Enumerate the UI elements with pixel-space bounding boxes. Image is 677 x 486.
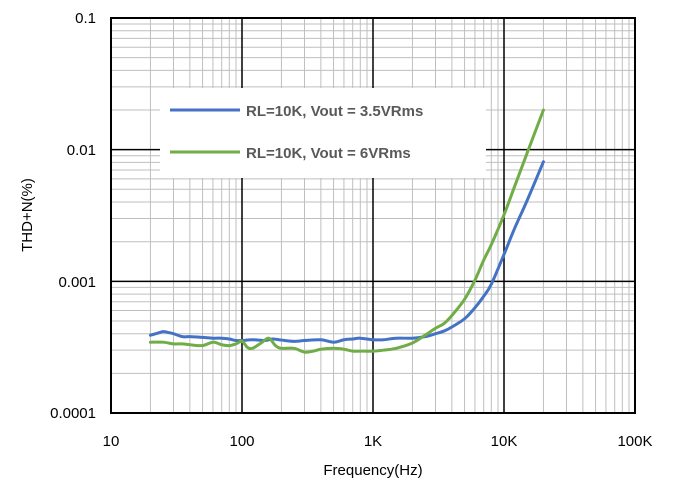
- legend: RL=10K, Vout = 3.5VRms RL=10K, Vout = 6V…: [160, 88, 486, 178]
- legend-box: [160, 88, 486, 178]
- x-tick-label: 10: [103, 433, 120, 450]
- plot-area-border: [110, 17, 636, 414]
- x-axis-tick-labels: 10 100 1K 10K 100K: [103, 433, 653, 450]
- x-tick-label: 100K: [617, 433, 652, 450]
- series-line-1: [148, 160, 545, 344]
- y-axis-title: THD+N(%): [19, 178, 36, 252]
- x-tick-label: 10K: [491, 433, 518, 450]
- y-tick-label: 0.0001: [50, 405, 96, 422]
- series-line-2: [148, 108, 545, 354]
- data-series: [148, 108, 545, 354]
- x-tick-label: 1K: [364, 433, 382, 450]
- y-axis-tick-labels: 0.0001 0.001 0.01 0.1: [50, 10, 96, 422]
- y-tick-label: 0.1: [75, 10, 96, 27]
- x-axis-title: Frequency(Hz): [323, 462, 422, 479]
- x-tick-label: 100: [229, 433, 254, 450]
- y-tick-label: 0.001: [58, 274, 96, 291]
- legend-label-series-1: RL=10K, Vout = 3.5VRms: [246, 103, 423, 120]
- y-tick-label: 0.01: [67, 142, 96, 159]
- legend-label-series-2: RL=10K, Vout = 6VRms: [246, 145, 411, 162]
